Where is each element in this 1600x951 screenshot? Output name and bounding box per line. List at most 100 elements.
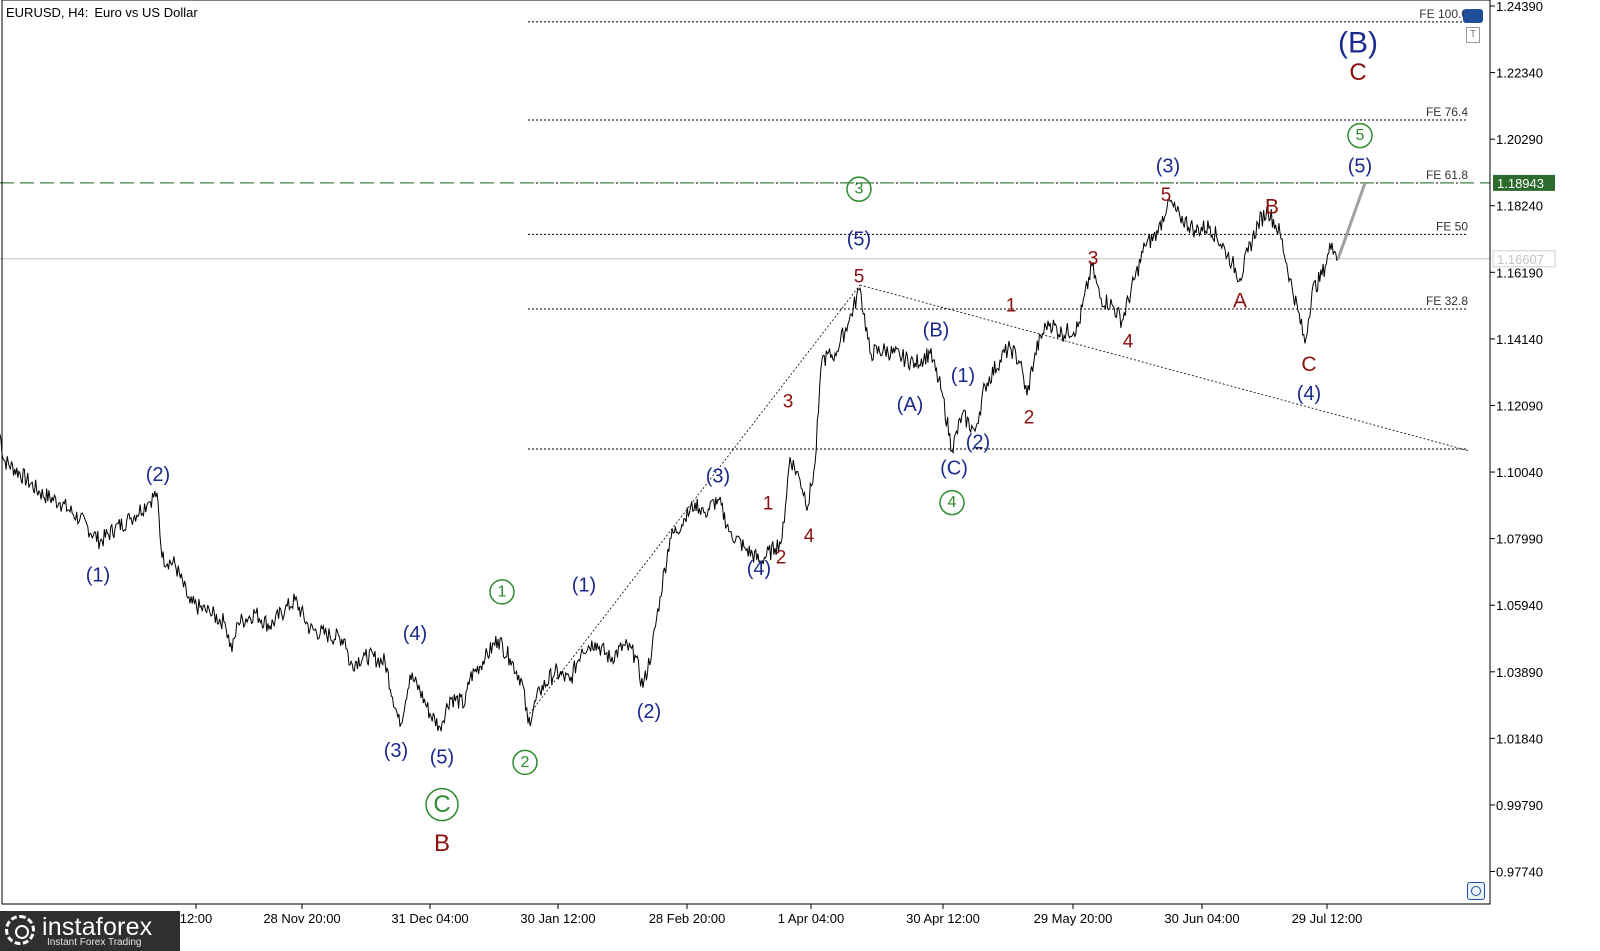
- wave-label: C: [1349, 59, 1366, 86]
- wave-label: 4: [948, 494, 957, 511]
- graduation-cap-icon[interactable]: [1463, 9, 1483, 23]
- axes: 1.24390 1.22340 1.20290 1.18240 1.16190 1.141…: [1, 0, 1543, 926]
- target-price-label: 1.18943: [1497, 176, 1544, 191]
- x-tick-label: 28 Feb 20:00: [649, 911, 726, 926]
- symbol-label: EURUSD, H4:: [6, 5, 89, 20]
- wave-label: 1: [498, 583, 507, 600]
- x-tick-label: 30 Jan 12:00: [520, 911, 595, 926]
- wave-label: 1: [1006, 296, 1017, 317]
- y-tick-label: 1.12090: [1496, 398, 1543, 413]
- plot-frame: [1, 0, 1491, 905]
- wave-label: (1): [572, 574, 596, 596]
- y-tick-label: 1.14140: [1496, 332, 1543, 347]
- wave-label: 5: [1161, 185, 1172, 206]
- y-tick-label: 1.05940: [1496, 598, 1543, 613]
- fib-level-label: FE 50: [1436, 219, 1468, 233]
- wave-label: (5): [847, 229, 871, 251]
- wave-label: (4): [403, 623, 427, 645]
- fib-level-label: FE 76.4: [1426, 105, 1468, 119]
- wave-label: (4): [1297, 383, 1321, 405]
- current-price-label: 1.16607: [1497, 252, 1544, 267]
- wave-label: (2): [146, 464, 170, 486]
- wave-label: (3): [706, 466, 730, 488]
- x-tick-label: 29 May 20:00: [1034, 911, 1113, 926]
- wave-label: 4: [1123, 331, 1134, 352]
- wave-label: (2): [637, 701, 661, 723]
- wave-label: 3: [783, 391, 794, 412]
- wave-label: 5: [854, 266, 865, 287]
- chart-corner-icon[interactable]: [1467, 882, 1485, 900]
- trendlines: [526, 284, 1469, 718]
- price-line: [0, 198, 1339, 732]
- wave-label: (5): [430, 747, 454, 769]
- wave-label: A: [1233, 290, 1247, 313]
- wave-label: (B): [1338, 27, 1378, 60]
- y-tick-label: 1.16190: [1496, 265, 1543, 280]
- trendline: [859, 284, 1469, 452]
- fib-level-label: FE 32.8: [1426, 294, 1468, 308]
- wave-label: C: [1301, 353, 1316, 376]
- wave-label: B: [434, 830, 450, 857]
- y-tick-label: 1.07990: [1496, 532, 1543, 547]
- wave-label: 5: [1356, 127, 1365, 144]
- y-tick-label: 1.20290: [1496, 132, 1543, 147]
- wave-label: C: [433, 791, 450, 818]
- wave-label: (C): [940, 457, 968, 479]
- y-tick-label: 0.97740: [1496, 865, 1543, 880]
- x-tick-label: 31 Dec 04:00: [391, 911, 468, 926]
- wave-label: 2: [776, 547, 787, 568]
- wave-label: (3): [384, 740, 408, 762]
- x-tick-label: 30 Apr 12:00: [906, 911, 980, 926]
- gear-icon: [5, 915, 35, 945]
- wave-circle: [425, 787, 459, 822]
- wave-label: (4): [747, 558, 771, 580]
- wave-label: 2: [1024, 408, 1035, 429]
- wave-label: (5): [1348, 155, 1372, 177]
- trendline: [526, 284, 861, 718]
- wave-label: (1): [86, 565, 110, 587]
- wave-circle: [1347, 122, 1373, 149]
- y-tick-label: 1.22340: [1496, 66, 1543, 81]
- chart-header: EURUSD, H4: Euro vs US Dollar: [6, 5, 198, 20]
- fib-level-label: FE 100.0: [1419, 7, 1468, 21]
- x-tick-label: 28 Nov 20:00: [263, 911, 340, 926]
- wave-label: 4: [804, 526, 815, 547]
- wave-labels: (2)(1)(4)(3) (5)CB12(1)(2)(3)(4)12343(5)5…: [86, 27, 1378, 858]
- y-tick-label: 1.24390: [1496, 0, 1543, 14]
- wave-label: (B): [923, 319, 950, 341]
- trade-icon[interactable]: T: [1466, 27, 1480, 43]
- x-tick-label: 29 Jul 12:00: [1292, 911, 1363, 926]
- fib-level-label: FE 61.8: [1426, 168, 1468, 182]
- y-tick-label: 1.18240: [1496, 199, 1543, 214]
- wave-label: 3: [855, 181, 864, 198]
- logo-brand: instaforex: [42, 913, 153, 941]
- target-price-badge: [1493, 174, 1555, 191]
- symbol-description: Euro vs US Dollar: [94, 5, 198, 20]
- x-tick-label: 12:00: [180, 911, 213, 926]
- wave-label: 3: [1088, 248, 1099, 269]
- y-tick-label: 1.01840: [1496, 731, 1543, 746]
- y-tick-label: 1.10040: [1496, 465, 1543, 480]
- wave-label: B: [1265, 196, 1279, 219]
- x-tick-label: 1 Apr 04:00: [778, 911, 845, 926]
- wave-circle: [512, 749, 538, 776]
- wave-label: 2: [521, 754, 530, 771]
- instaforex-logo: instaforex Instant Forex Trading: [0, 911, 180, 951]
- projection-line: [1336, 182, 1367, 260]
- current-price-badge: [1492, 250, 1556, 268]
- wave-circle: [489, 579, 515, 605]
- x-tick-label: 30 Jun 04:00: [1164, 911, 1239, 926]
- wave-circle: [846, 176, 872, 202]
- wave-label: (1): [951, 365, 975, 387]
- fibonacci-levels: FE 100.0 FE 76.4 FE 61.8 FE 50 FE 32.8 1.1660…: [0, 7, 1556, 450]
- price-series: [0, 182, 1367, 732]
- y-tick-label: 1.03890: [1496, 665, 1543, 680]
- y-tick-label: 0.99790: [1496, 798, 1543, 813]
- wave-label: (A): [897, 394, 924, 416]
- wave-label: (3): [1156, 155, 1180, 177]
- logo-tagline: Instant Forex Trading: [47, 937, 142, 948]
- wave-label: 1: [763, 494, 774, 515]
- wave-circle: [939, 489, 965, 516]
- wave-label: (2): [966, 431, 990, 453]
